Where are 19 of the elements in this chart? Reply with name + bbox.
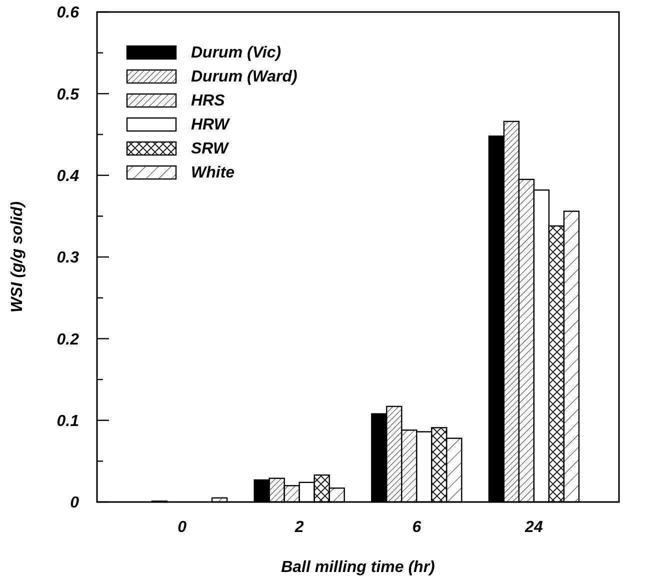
legend-label: Durum (Ward) <box>191 68 298 86</box>
legend-label: SRW <box>191 140 230 158</box>
y-tick-label: 0.6 <box>56 4 80 22</box>
x-tick-label: 24 <box>524 519 543 536</box>
y-tick-label: 0.2 <box>56 331 80 348</box>
y-axis-title: WSI (g/g solid) <box>9 201 26 313</box>
legend-label: White <box>191 164 235 182</box>
y-tick-label: 0.5 <box>56 86 80 104</box>
y-tick-label: 0.3 <box>56 250 80 267</box>
x-tick-label: 2 <box>294 519 304 536</box>
y-tick-label: 0.1 <box>56 412 80 430</box>
legend-label: HRS <box>191 92 226 110</box>
x-tick-label: 0 <box>178 519 187 536</box>
legend-label: Durum (Vic) <box>191 44 282 62</box>
y-tick-label: 0.4 <box>56 168 80 185</box>
y-tick-label: 0 <box>70 494 80 512</box>
x-axis-title: Ball milling time (hr) <box>281 559 435 576</box>
x-tick-label: 6 <box>412 519 422 536</box>
legend-label: HRW <box>191 116 231 134</box>
